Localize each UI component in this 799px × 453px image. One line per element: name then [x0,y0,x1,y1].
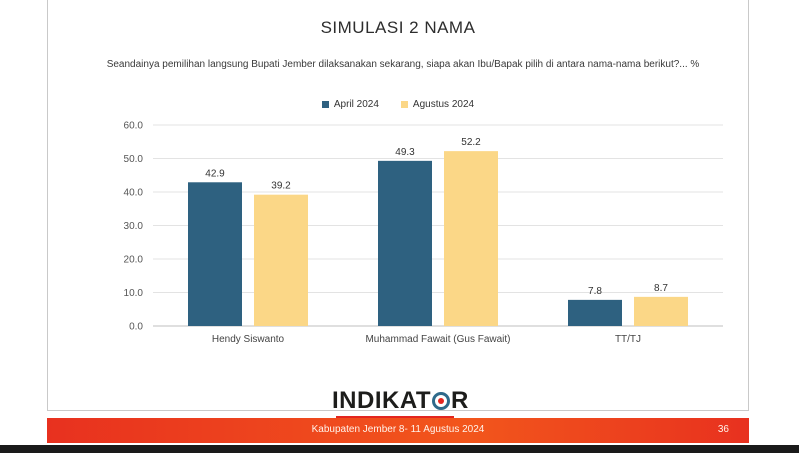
data-label: 49.3 [395,147,415,158]
x-tick-label: TT/TJ [615,334,641,345]
bar [568,299,622,326]
logo-text-part2: R [451,387,469,414]
bar [444,151,498,326]
slide-title: SIMULASI 2 NAMA [320,18,476,37]
y-tick-label: 10.0 [124,288,144,299]
bar [634,296,688,326]
indikator-logo: INDIKAT R [332,386,469,418]
logo-text-part1: INDIKAT [332,387,432,414]
bottom-band [0,445,799,453]
bar-chart: 0.0 10.0 20.0 30.0 40.0 50.0 60.0 42.9 39.2 Hendy… [124,121,723,345]
chart-legend: April 2024 Agustus 2024 [48,99,748,110]
data-label: 8.7 [654,283,668,294]
bar [378,160,432,326]
y-tick-label: 0.0 [129,322,143,333]
x-tick-label: Muhammad Fawait (Gus Fawait) [365,334,510,345]
legend-swatch-agustus [400,101,408,108]
bar [254,194,308,326]
logo-o-mark-icon [432,392,451,410]
footer-bar: Kabupaten Jember 8- 11 Agustus 2024 36 [47,418,749,443]
slide: SIMULASI 2 NAMA Seandainya pemilihan lan… [47,0,749,418]
legend-swatch-april [321,101,329,108]
legend-item-april: April 2024 [321,99,379,110]
logo-underline [336,416,454,418]
data-label: 39.2 [271,181,291,192]
bar [188,182,242,326]
data-label: 52.2 [461,137,481,148]
y-tick-label: 20.0 [124,255,144,266]
y-tick-label: 30.0 [124,221,144,232]
x-tick-label: Hendy Siswanto [212,334,285,345]
data-label: 7.8 [588,286,602,297]
y-tick-label: 50.0 [124,154,144,165]
y-tick-label: 40.0 [124,188,144,199]
survey-question: Seandainya pemilihan langsung Bupati Jem… [106,59,700,70]
legend-item-agustus: Agustus 2024 [400,99,475,110]
y-tick-label: 60.0 [124,121,144,132]
footer-text: Kabupaten Jember 8- 11 Agustus 2024 [311,424,485,435]
legend-label-agustus: Agustus 2024 [412,99,475,110]
page-number: 36 [717,424,729,435]
legend-label-april: April 2024 [333,99,379,110]
data-label: 42.9 [205,168,225,179]
